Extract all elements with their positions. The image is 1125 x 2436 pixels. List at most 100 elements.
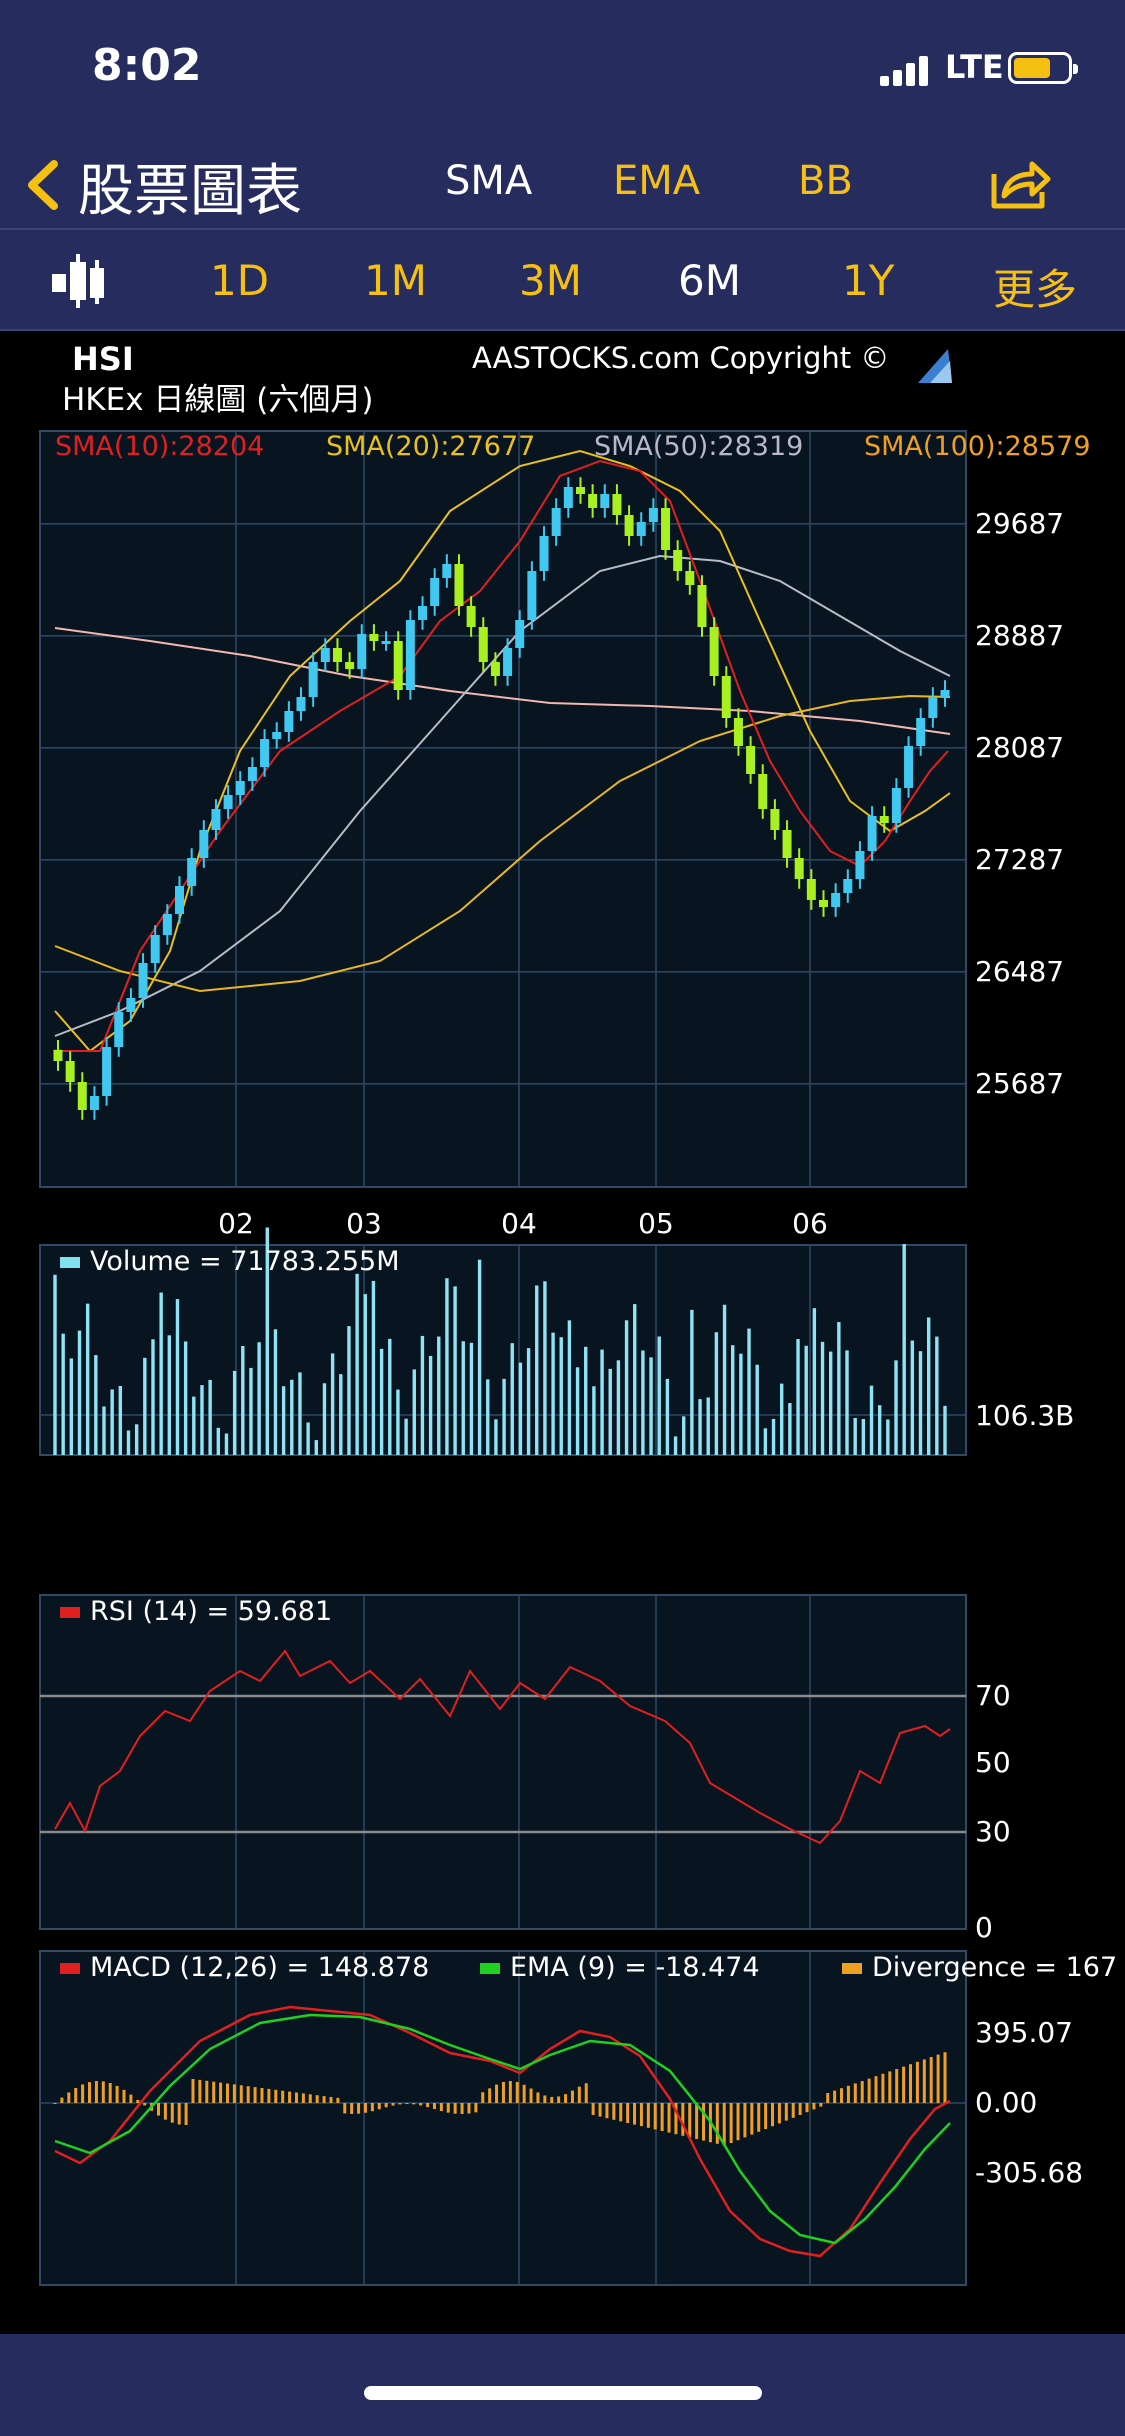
price-tick-label: 28087 <box>975 731 1064 764</box>
candlestick <box>588 484 598 518</box>
divergence-bar <box>446 2103 450 2113</box>
volume-bar <box>755 1364 759 1455</box>
candlestick <box>770 799 780 840</box>
volume-bar <box>820 1341 825 1455</box>
candlestick <box>879 806 889 833</box>
period-tab-6m[interactable]: 6M <box>678 256 741 305</box>
divergence-bar <box>467 2103 471 2114</box>
bb-button[interactable]: BB <box>798 158 853 204</box>
period-tab-3m[interactable]: 3M <box>519 256 582 305</box>
network-type: LTE <box>945 48 1004 86</box>
divergence-bar <box>536 2092 540 2103</box>
divergence-bar <box>370 2103 374 2112</box>
divergence-bar <box>743 2103 747 2138</box>
volume-bar <box>347 1326 351 1455</box>
divergence-bar <box>198 2079 202 2103</box>
divergence-bar <box>695 2103 699 2139</box>
divergence-bar <box>501 2081 505 2103</box>
candlestick <box>648 498 658 532</box>
ema-button[interactable]: EMA <box>613 158 701 204</box>
volume-bar <box>183 1341 188 1455</box>
volume-bar <box>763 1428 768 1455</box>
volume-bar <box>298 1372 302 1455</box>
candlestick <box>332 638 342 672</box>
divergence-bar <box>488 2088 492 2103</box>
divergence-bar <box>87 2082 91 2103</box>
divergence-bar <box>577 2086 581 2103</box>
divergence-bar <box>633 2103 637 2125</box>
volume-bar <box>902 1244 906 1455</box>
volume-bar <box>192 1396 196 1455</box>
rsi-label: RSI (14) = 59.681 <box>90 1596 332 1627</box>
volume-bar <box>355 1273 359 1455</box>
period-tab-1m[interactable]: 1M <box>364 256 427 305</box>
divergence-bar <box>184 2103 188 2125</box>
divergence-bar <box>784 2103 788 2121</box>
volume-bar <box>526 1348 531 1455</box>
volume-bar <box>330 1353 335 1455</box>
candlestick <box>357 624 367 679</box>
period-tab-1d[interactable]: 1D <box>210 256 270 305</box>
candlestick-chart-icon[interactable] <box>48 254 112 308</box>
volume-bar <box>249 1367 253 1455</box>
volume-bar <box>61 1333 65 1455</box>
stock-chart[interactable]: HSI AASTOCKS.com Copyright © HKEx 日線圖 (六… <box>0 331 1125 2334</box>
candlestick <box>418 596 428 630</box>
divergence-bar <box>481 2092 485 2103</box>
divergence-bar <box>143 2103 147 2106</box>
volume-bar <box>469 1342 474 1455</box>
volume-bar <box>739 1353 743 1455</box>
share-icon[interactable] <box>984 152 1054 212</box>
volume-bar <box>918 1351 923 1455</box>
volume-bar <box>592 1386 596 1455</box>
back-chevron-icon[interactable] <box>18 150 78 220</box>
volume-bar <box>477 1259 482 1455</box>
candlestick <box>636 512 646 546</box>
candlestick <box>138 953 148 1008</box>
clock: 8:02 <box>92 40 202 91</box>
divergence-bar <box>936 2054 940 2103</box>
candlestick <box>260 729 270 777</box>
candlestick <box>563 477 573 518</box>
volume-bar <box>518 1362 523 1455</box>
volume-bar <box>281 1386 286 1455</box>
volume-bar <box>53 1274 57 1455</box>
candlestick <box>782 820 792 868</box>
divergence-bar <box>67 2092 71 2103</box>
candlestick <box>223 785 233 819</box>
home-indicator[interactable] <box>364 2386 762 2400</box>
volume-bar <box>290 1379 294 1455</box>
divergence-bar <box>219 2082 223 2103</box>
sma50-line <box>54 554 951 1037</box>
volume-bar <box>232 1370 237 1455</box>
candlestick <box>551 498 561 546</box>
candlestick <box>114 1002 124 1057</box>
volume-bar <box>143 1357 147 1455</box>
divergence-bar <box>232 2084 236 2103</box>
divergence-bar <box>681 2103 685 2136</box>
volume-bar <box>690 1309 694 1455</box>
date-tick-label: 02 <box>218 1207 254 1240</box>
divergence-bar <box>902 2066 906 2103</box>
volume-bar <box>853 1417 857 1455</box>
candlestick <box>65 1051 75 1092</box>
volume-bar <box>722 1304 727 1455</box>
sma-button[interactable]: SMA <box>445 158 533 204</box>
date-tick-label: 04 <box>501 1207 537 1240</box>
divergence-bar <box>191 2079 195 2103</box>
period-tab-1y[interactable]: 1Y <box>842 256 895 305</box>
volume-bar <box>584 1346 588 1455</box>
candlestick <box>624 505 634 546</box>
divergence-bar <box>570 2090 574 2103</box>
volume-bar <box>926 1317 931 1455</box>
volume-bar <box>404 1418 408 1455</box>
divergence-bar <box>163 2103 167 2120</box>
divergence-label: Divergence = 167 <box>872 1952 1117 1983</box>
divergence-bar <box>363 2103 367 2113</box>
divergence-bar <box>660 2103 664 2131</box>
sma10-label: SMA(10):28204 <box>55 431 264 462</box>
period-tab-more[interactable]: 更多 <box>993 265 1078 314</box>
divergence-bar <box>543 2095 547 2103</box>
divergence-bar <box>294 2092 298 2103</box>
divergence-bar <box>398 2103 402 2105</box>
